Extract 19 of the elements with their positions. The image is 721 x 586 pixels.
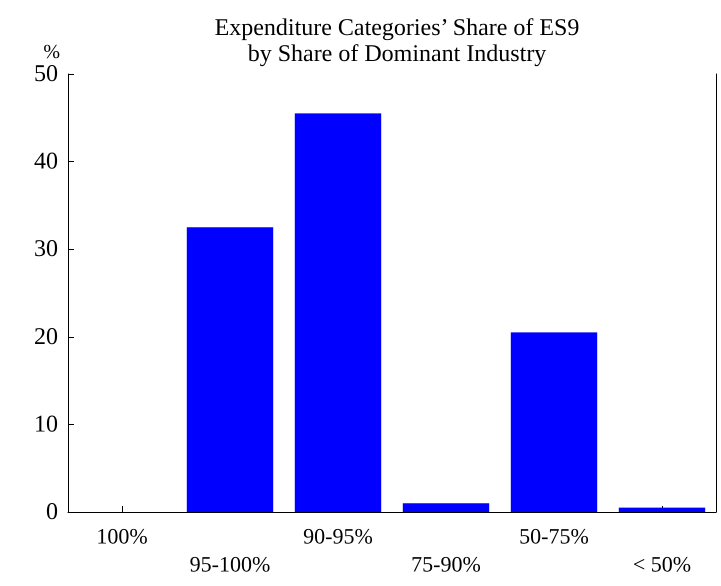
chart-title: Expenditure Categories’ Share of ES9 by Share of Dominant Industry [214,15,580,67]
bar [294,113,382,512]
bar [510,332,598,512]
x-tick-label: 100% [96,524,148,548]
y-tick-label: 10 [34,411,58,438]
y-tick-label: 0 [46,499,58,525]
y-tick-label: 50 [34,61,58,87]
x-tick-label: 95-100% [190,552,270,576]
y-tick-label: 40 [34,148,58,175]
x-tick-label: 50-75% [519,524,589,548]
y-axis-title: % [43,41,60,64]
y-tick-label: 20 [34,324,58,350]
y-tick-label: 30 [34,236,58,262]
bar [186,227,274,512]
bar [618,508,706,512]
x-tick-label: < 50% [632,552,692,576]
x-tick-label: 75-90% [411,552,481,576]
x-tick-label: 90-95% [303,524,373,548]
bar [402,503,490,512]
